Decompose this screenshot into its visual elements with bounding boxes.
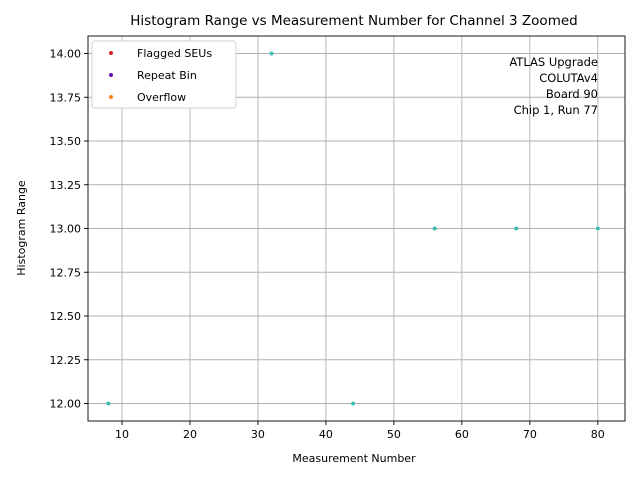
data-point (514, 226, 519, 231)
legend-label-repeat-bin: Repeat Bin (137, 69, 197, 82)
x-tick-label: 30 (251, 428, 265, 441)
x-tick-label: 40 (319, 428, 333, 441)
y-tick-label: 13.25 (50, 179, 82, 192)
x-tick-label: 60 (455, 428, 469, 441)
x-tick-label: 50 (387, 428, 401, 441)
axis-ticks: 10 20 30 40 50 60 70 80 12.00 12.25 12.50 12.75 13.0… (50, 48, 605, 442)
chart-title: Histogram Range vs Measurement Number fo… (130, 13, 577, 29)
grid-lines (88, 36, 625, 421)
y-tick-label: 13.00 (50, 223, 82, 236)
data-points (106, 51, 600, 406)
annotation-line-board: Board 90 (546, 87, 598, 101)
y-tick-label: 12.75 (50, 266, 82, 279)
y-tick-label: 13.75 (50, 91, 82, 104)
y-axis-label: Histogram Range (15, 180, 28, 276)
legend-label-flagged-seus: Flagged SEUs (137, 47, 212, 60)
legend-marker-repeat-bin (109, 73, 113, 77)
x-tick-label: 20 (183, 428, 197, 441)
annotation-line-experiment: ATLAS Upgrade (509, 55, 598, 69)
run-info-annotation: ATLAS Upgrade COLUTAv4 Board 90 Chip 1, … (509, 55, 598, 117)
legend: Flagged SEUs Repeat Bin Overflow (91, 40, 237, 109)
y-tick-label: 12.50 (50, 310, 82, 323)
y-tick-label: 13.50 (50, 135, 82, 148)
data-point (351, 401, 356, 406)
y-tick-label: 12.25 (50, 354, 82, 367)
annotation-line-chip-version: COLUTAv4 (539, 71, 598, 85)
x-tick-label: 70 (523, 428, 537, 441)
y-tick-label: 12.00 (50, 398, 82, 411)
x-tick-label: 10 (115, 428, 129, 441)
data-point (269, 51, 274, 56)
x-axis-label: Measurement Number (292, 452, 416, 465)
data-point (595, 226, 600, 231)
legend-box (91, 40, 237, 109)
legend-label-overflow: Overflow (137, 91, 186, 104)
data-point (432, 226, 437, 231)
y-tick-label: 14.00 (50, 48, 82, 61)
legend-marker-overflow (109, 95, 113, 99)
data-point (106, 401, 111, 406)
annotation-line-chip-run: Chip 1, Run 77 (514, 103, 598, 117)
legend-marker-flagged-seus (109, 51, 113, 55)
x-tick-label: 80 (591, 428, 605, 441)
